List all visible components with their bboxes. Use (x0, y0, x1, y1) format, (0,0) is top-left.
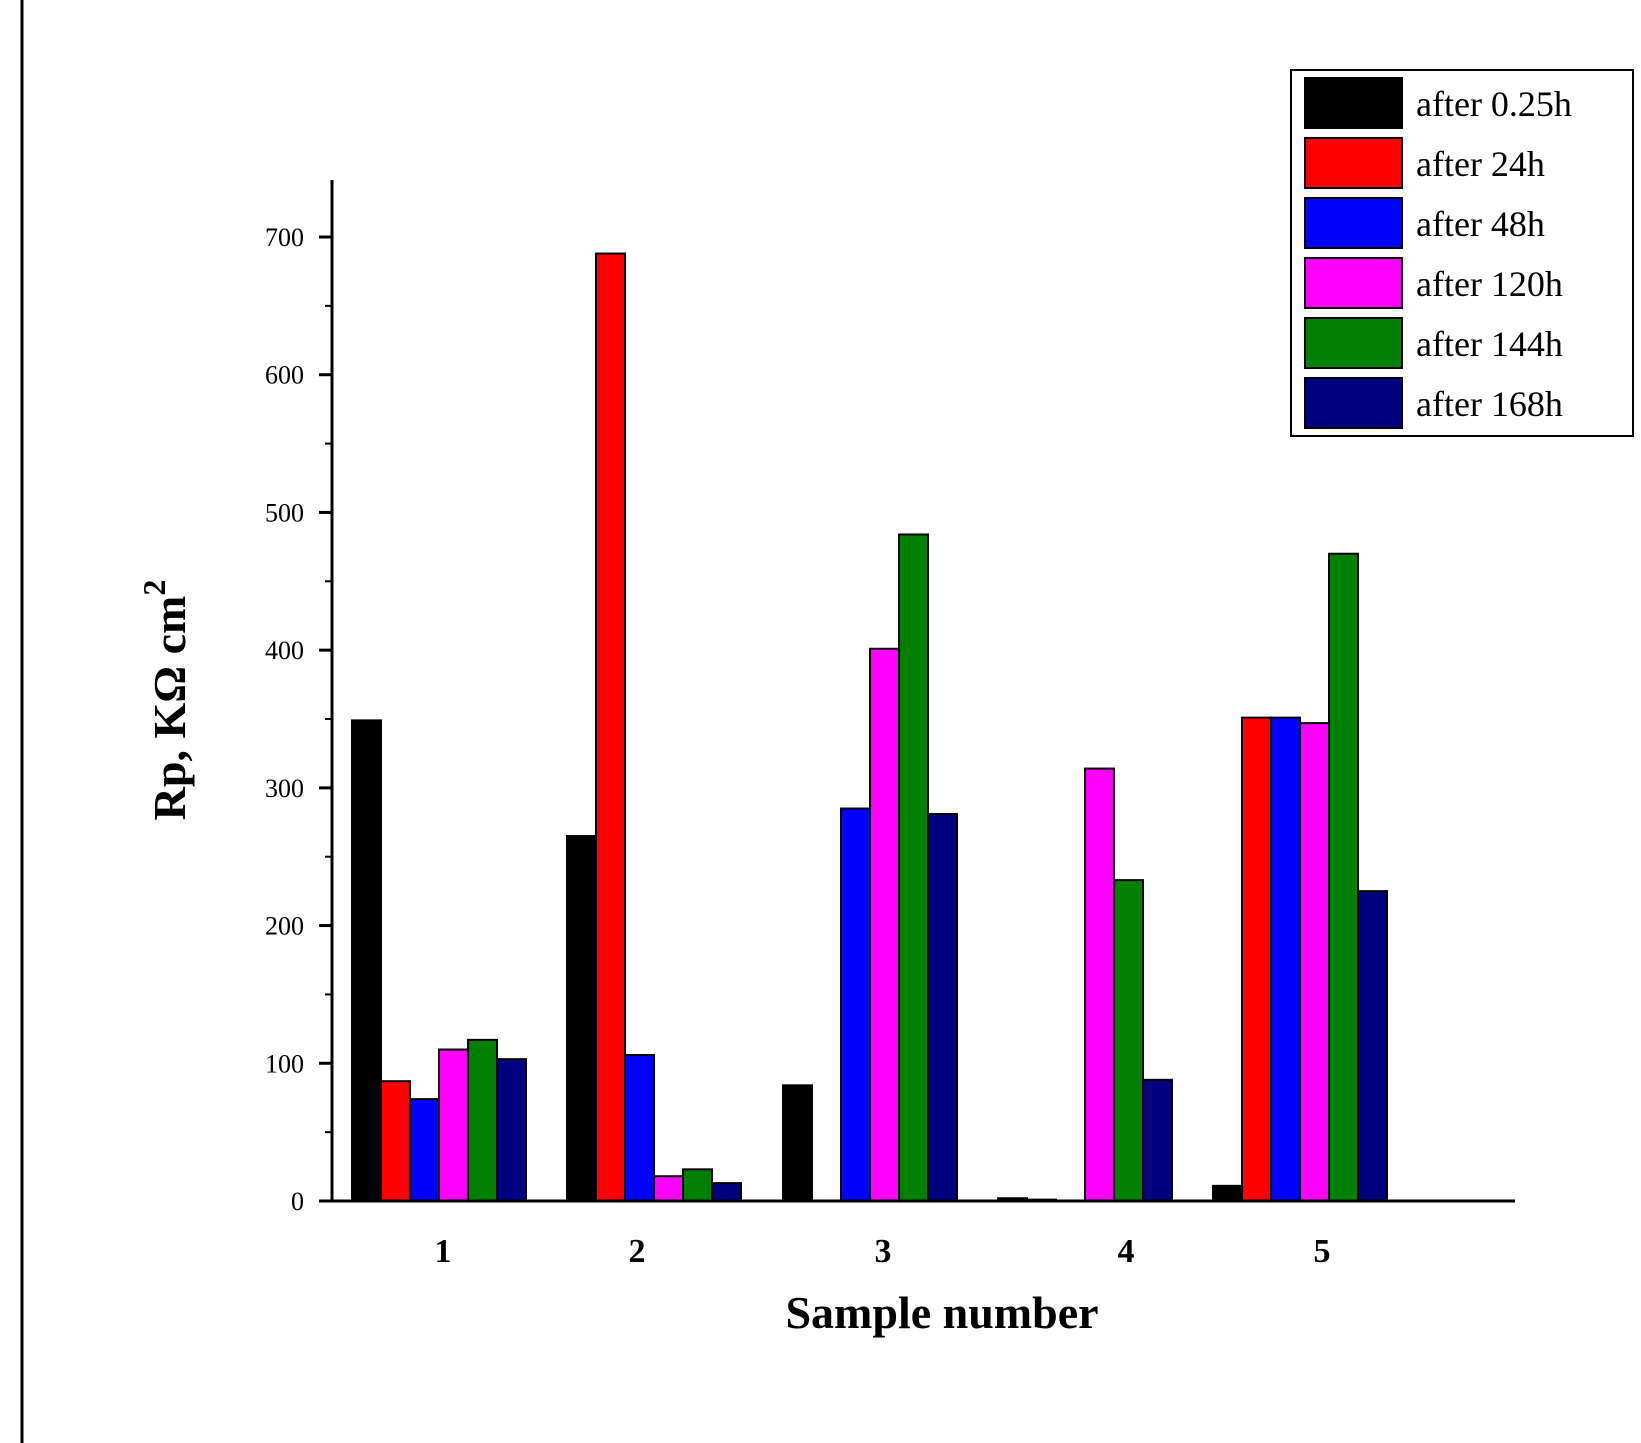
bar-3-sample-2 (624, 1054, 655, 1202)
bar-6-sample-5 (1357, 890, 1388, 1203)
x-tick-label-3: 3 (875, 1233, 892, 1270)
y-axis-title-main: Rp, KΩ cm (144, 596, 195, 821)
bar-4-sample-4 (1084, 767, 1115, 1202)
legend-swatch-2 (1304, 137, 1403, 189)
y-tick-label-600: 600 (265, 361, 304, 390)
bar-1-sample-3 (782, 1084, 813, 1202)
y-tick-label-400: 400 (265, 636, 304, 665)
bar-4-sample-5 (1299, 722, 1330, 1202)
bar-5-sample-1 (467, 1038, 498, 1202)
y-tick-label-200: 200 (265, 912, 304, 941)
legend-swatch-6 (1304, 377, 1403, 429)
bar-6-sample-3 (927, 813, 958, 1202)
legend: after 0.25h after 24h after 48h after 120h a… (1290, 69, 1634, 437)
bar-5-sample-2 (682, 1168, 713, 1202)
bar-2-sample-2 (595, 252, 626, 1203)
x-tick-label-5: 5 (1314, 1233, 1331, 1270)
bar-3-sample-5 (1270, 716, 1301, 1202)
legend-label-6: after 168h (1416, 384, 1563, 424)
legend-box (1290, 69, 1634, 437)
bar-2-sample-5 (1241, 716, 1272, 1202)
y-axis-title-superscript: 2 (136, 580, 172, 596)
legend-label-4: after 120h (1416, 264, 1563, 304)
bars-group (351, 252, 1388, 1203)
bar-2-sample-1 (380, 1080, 411, 1203)
bar-5-sample-3 (898, 533, 929, 1202)
legend-label-1: after 0.25h (1416, 84, 1572, 124)
bar-1-sample-2 (566, 835, 597, 1202)
x-axis-title: Sample number (785, 1287, 1098, 1338)
legend-swatch-3 (1304, 197, 1403, 249)
x-axis: 1 2 3 4 5 (332, 1199, 1515, 1270)
bar-4-sample-1 (438, 1048, 469, 1202)
x-tick-label-1: 1 (435, 1233, 452, 1270)
bar-5-sample-5 (1328, 552, 1359, 1202)
legend-swatch-4 (1304, 257, 1403, 309)
bar-6-sample-2 (711, 1182, 742, 1203)
y-tick-label-500: 500 (265, 498, 304, 527)
y-tick-label-100: 100 (265, 1049, 304, 1078)
legend-label-2: after 24h (1416, 144, 1545, 184)
y-tick-label-700: 700 (265, 223, 304, 252)
x-tick-label-2: 2 (629, 1233, 646, 1270)
bar-4-sample-3 (869, 647, 900, 1202)
x-tick-label-4: 4 (1118, 1233, 1135, 1270)
bar-6-sample-1 (496, 1058, 527, 1203)
bar-1-sample-1 (351, 719, 382, 1202)
y-tick-label-300: 300 (265, 774, 304, 803)
legend-swatch-5 (1304, 317, 1403, 369)
bar-5-sample-4 (1113, 879, 1144, 1203)
y-tick-label-0: 0 (291, 1187, 304, 1216)
legend-swatch-1 (1304, 77, 1403, 129)
bar-3-sample-3 (840, 807, 871, 1202)
y-axis-title: Rp, KΩ cm2 (136, 580, 195, 821)
bar-4-sample-2 (653, 1175, 684, 1202)
y-axis: 0 100 200 300 400 500 600 700 (265, 180, 334, 1216)
bar-6-sample-4 (1142, 1078, 1173, 1202)
bar-3-sample-1 (409, 1098, 440, 1202)
legend-label-3: after 48h (1416, 204, 1545, 244)
legend-label-5: after 144h (1416, 324, 1563, 364)
bar-1-sample-5 (1212, 1184, 1243, 1203)
